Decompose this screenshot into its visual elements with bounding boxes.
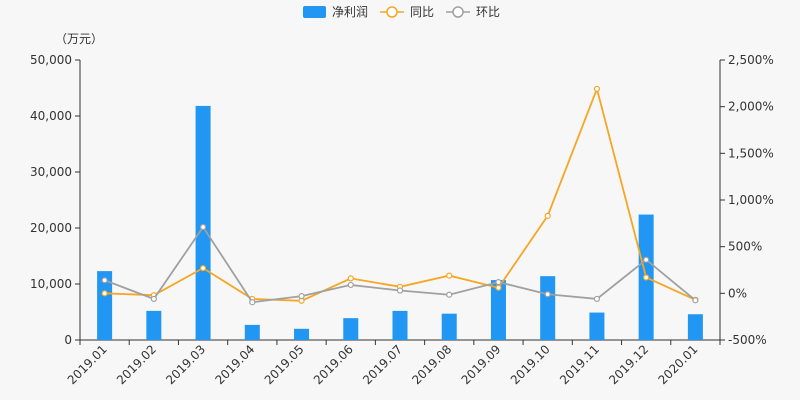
legend-swatch-net-profit	[303, 6, 326, 18]
left-tick-label: 10,000	[30, 277, 72, 291]
bars-net-profit	[97, 105, 703, 340]
x-tick-label: 2020.01	[656, 342, 701, 387]
point-mom	[544, 291, 551, 298]
right-tick-label: 1,500%	[728, 146, 774, 160]
point-yoy	[544, 212, 551, 219]
bar-net-profit	[343, 318, 359, 340]
point-mom	[347, 281, 354, 289]
bar-net-profit	[490, 280, 506, 340]
x-tick-label: 2019.05	[262, 342, 307, 387]
bar-net-profit	[392, 310, 408, 340]
right-tick-label: 2,500%	[728, 53, 774, 67]
x-tick-label: 2019.09	[459, 342, 504, 387]
bar-net-profit	[687, 314, 703, 340]
line-yoy	[104, 86, 696, 302]
x-tick-label: 2019.06	[311, 342, 356, 387]
point-yoy	[446, 272, 453, 279]
x-tick-label: 2019.07	[360, 342, 405, 387]
right-tick-label: 500%	[728, 240, 762, 254]
legend-label-mom: 环比	[476, 5, 500, 19]
left-tick-label: 40,000	[30, 109, 72, 123]
point-mom	[150, 295, 157, 303]
legend-label-net-profit: 净利润	[332, 5, 368, 19]
line-series	[101, 85, 699, 306]
point-mom	[396, 287, 404, 294]
bar-net-profit	[195, 105, 211, 340]
x-tick-label: 2019.08	[409, 342, 454, 387]
point-mom	[593, 295, 601, 303]
point-yoy	[495, 284, 502, 291]
bar-net-profit	[589, 312, 605, 340]
left-tick-label: 20,000	[30, 221, 72, 235]
bar-net-profit	[294, 328, 310, 340]
point-mom	[249, 299, 256, 306]
x-axis-ticks: 2019.01 2019.02 2019.03 2019.04 2019.05 2019.…	[65, 340, 721, 387]
x-tick-label: 2019.03	[163, 342, 208, 387]
point-mom	[692, 297, 699, 304]
right-tick-label: -500%	[728, 333, 767, 347]
x-tick-label: 2019.01	[65, 342, 110, 387]
bar-net-profit	[146, 310, 162, 340]
legend-label-yoy: 同比	[410, 5, 434, 19]
point-mom	[199, 223, 207, 231]
left-tick-label: 30,000	[30, 165, 72, 179]
left-axis-unit: （万元）	[55, 32, 103, 46]
point-yoy	[347, 275, 354, 282]
legend-marker-mom	[452, 6, 464, 18]
right-tick-label: 1,000%	[728, 193, 774, 207]
bar-net-profit	[441, 313, 457, 340]
point-mom	[643, 256, 650, 263]
bar-net-profit	[97, 271, 113, 340]
right-axis-ticks: -500% 0% 500% 1,000% 1,500% 2,000% 2,500%	[720, 53, 774, 347]
point-mom	[495, 279, 502, 286]
bar-net-profit	[540, 276, 556, 340]
legend-marker-yoy	[386, 6, 398, 18]
point-yoy	[593, 85, 601, 93]
point-yoy	[101, 290, 108, 297]
x-tick-label: 2019.11	[557, 342, 602, 387]
point-mom	[446, 291, 453, 298]
left-tick-label: 50,000	[30, 53, 72, 67]
point-mom	[298, 293, 305, 300]
point-yoy	[643, 274, 650, 281]
x-tick-label: 2019.12	[606, 342, 651, 387]
x-tick-label: 2019.10	[508, 342, 553, 387]
x-tick-label: 2019.04	[212, 342, 257, 387]
point-mom	[101, 277, 108, 284]
left-tick-label: 0	[64, 333, 72, 347]
point-yoy	[199, 265, 207, 272]
x-tick-label: 2019.02	[114, 342, 159, 387]
legend: 净利润 同比 环比	[303, 5, 500, 19]
right-tick-label: 2,000%	[728, 100, 774, 114]
right-tick-label: 0%	[728, 286, 747, 300]
left-axis-ticks: 0 10,000 20,000 30,000 40,000 50,000	[30, 53, 80, 347]
bar-net-profit	[244, 324, 260, 340]
